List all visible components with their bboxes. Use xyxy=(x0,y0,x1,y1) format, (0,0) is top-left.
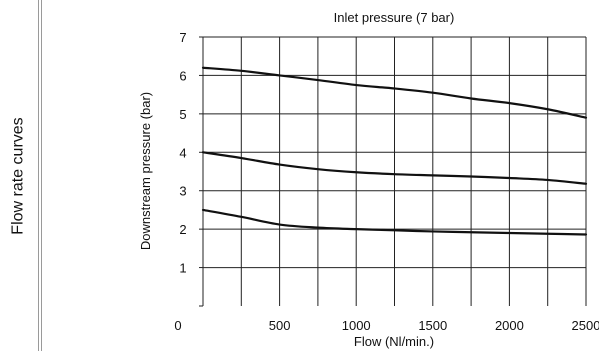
y-tick-label: 5 xyxy=(179,107,186,122)
series-lines xyxy=(201,66,588,236)
y-tick-label: 2 xyxy=(179,222,186,237)
axes xyxy=(199,36,204,307)
series-line-3 xyxy=(201,208,588,236)
y-tick-label: 7 xyxy=(179,30,186,45)
y-tick-label: 3 xyxy=(179,184,186,199)
x-tick-label: 1000 xyxy=(342,318,371,333)
x-tick-label: 1500 xyxy=(418,318,447,333)
x-axis-label: Flow (Nl/min.) xyxy=(354,334,434,349)
y-axis-label: Downstream pressure (bar) xyxy=(138,92,153,250)
y-tick-label: 1 xyxy=(179,261,186,276)
series-line-1 xyxy=(201,66,588,119)
series-line-2 xyxy=(201,151,588,185)
x-tick-label: 500 xyxy=(269,318,291,333)
x-tick-label: 0 xyxy=(174,318,181,333)
tick-labels: 1 2 3 4 5 6 7 0 500 1000 1500 2000 2500 xyxy=(174,30,599,333)
grid xyxy=(203,36,587,306)
x-tick-label: 2000 xyxy=(495,318,524,333)
divider xyxy=(38,0,39,351)
y-tick-label: 6 xyxy=(179,68,186,83)
x-tick-label: 2500 xyxy=(572,318,599,333)
y-tick-label: 4 xyxy=(179,145,186,160)
chart-title: Inlet pressure (7 bar) xyxy=(334,10,455,25)
divider xyxy=(41,0,42,351)
